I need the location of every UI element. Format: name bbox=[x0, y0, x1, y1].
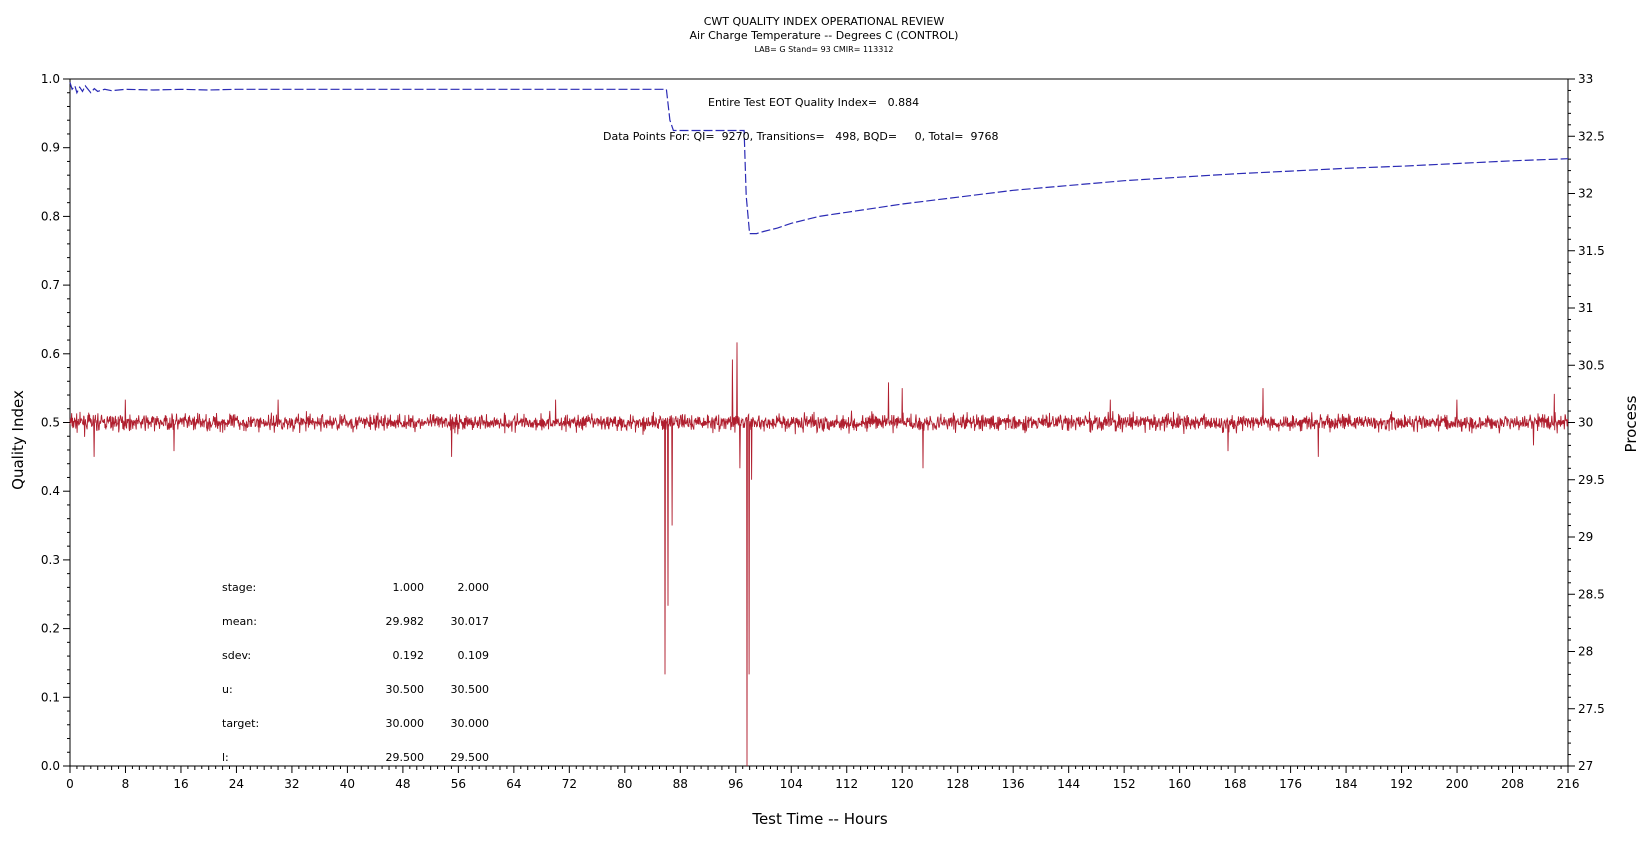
stats-cell: 30.000 bbox=[451, 717, 490, 730]
x-tick-label: 48 bbox=[395, 777, 410, 791]
x-tick-label: 152 bbox=[1113, 777, 1136, 791]
y-axis-label-right: Process bbox=[1622, 395, 1640, 452]
x-tick-label: 96 bbox=[728, 777, 743, 791]
x-tick-label: 16 bbox=[173, 777, 188, 791]
stats-row-label: stage: bbox=[222, 581, 256, 594]
x-tick-label: 168 bbox=[1224, 777, 1247, 791]
chart-titles: CWT QUALITY INDEX OPERATIONAL REVIEW Air… bbox=[690, 15, 959, 54]
y-left-tick-label: 0.8 bbox=[41, 209, 60, 223]
y-right-tick-label: 28.5 bbox=[1578, 587, 1605, 601]
stats-cell: 29.500 bbox=[386, 751, 425, 764]
y-right-tick-label: 31.5 bbox=[1578, 244, 1605, 258]
stats-row-label: l: bbox=[222, 751, 229, 764]
y-right-tick-label: 31 bbox=[1578, 301, 1593, 315]
stats-row-label: u: bbox=[222, 683, 233, 696]
y-right-tick-label: 32.5 bbox=[1578, 129, 1605, 143]
process-series-line bbox=[69, 342, 1569, 767]
x-tick-label: 72 bbox=[562, 777, 577, 791]
stats-cell: 29.982 bbox=[386, 615, 425, 628]
stats-cell: 2.000 bbox=[458, 581, 490, 594]
stats-row-label: mean: bbox=[222, 615, 257, 628]
stats-cell: 1.000 bbox=[393, 581, 425, 594]
y-right-tick-label: 32 bbox=[1578, 187, 1593, 201]
chart-title: CWT QUALITY INDEX OPERATIONAL REVIEW bbox=[704, 15, 945, 28]
y-right-tick-label: 27 bbox=[1578, 759, 1593, 773]
y-left-tick-label: 0.0 bbox=[41, 759, 60, 773]
x-tick-label: 184 bbox=[1335, 777, 1358, 791]
x-tick-label: 80 bbox=[617, 777, 632, 791]
y-left-tick-label: 0.9 bbox=[41, 141, 60, 155]
y-left-tick-label: 0.6 bbox=[41, 347, 60, 361]
y-left-tick-label: 0.5 bbox=[41, 416, 60, 430]
y-left-tick-label: 0.3 bbox=[41, 553, 60, 567]
annotations: Entire Test EOT Quality Index= 0.884 Dat… bbox=[603, 96, 998, 143]
x-tick-label: 176 bbox=[1279, 777, 1302, 791]
y-right-tick-label: 30.5 bbox=[1578, 358, 1605, 372]
chart-subtitle: Air Charge Temperature -- Degrees C (CON… bbox=[690, 29, 959, 42]
stats-cell: 0.192 bbox=[393, 649, 425, 662]
y-axis-label-left: Quality Index bbox=[9, 390, 27, 490]
stats-cell: 30.017 bbox=[451, 615, 490, 628]
stats-table: stage: 1.000 2.000 mean: 29.982 30.017 sdev: 0.… bbox=[222, 581, 489, 764]
stats-cell: 0.109 bbox=[458, 649, 490, 662]
series-layer bbox=[69, 82, 1569, 767]
y-right-tick-label: 28 bbox=[1578, 645, 1593, 659]
x-tick-label: 112 bbox=[835, 777, 858, 791]
x-axis-label: Test Time -- Hours bbox=[751, 810, 888, 828]
y-right-tick-label: 30 bbox=[1578, 416, 1593, 430]
y-right-tick-label: 29.5 bbox=[1578, 473, 1605, 487]
x-tick-label: 136 bbox=[1002, 777, 1025, 791]
x-tick-label: 32 bbox=[284, 777, 299, 791]
chart-subtitle-2: LAB= G Stand= 93 CMIR= 113312 bbox=[754, 45, 893, 54]
y-right-tick-label: 29 bbox=[1578, 530, 1593, 544]
axes-layer: 0 8 16 24 32 40 48 56 64 72 80 88 96 104 112 120 128 136 1… bbox=[41, 72, 1605, 791]
x-tick-label: 88 bbox=[673, 777, 688, 791]
quality-index-series-line bbox=[69, 82, 1569, 235]
data-points-annotation: Data Points For: QI= 9270, Transitions= … bbox=[603, 130, 998, 143]
x-tick-label: 24 bbox=[229, 777, 244, 791]
x-tick-label: 120 bbox=[891, 777, 914, 791]
y-right-tick-label: 33 bbox=[1578, 72, 1593, 86]
x-tick-label: 160 bbox=[1168, 777, 1191, 791]
stats-cell: 30.000 bbox=[386, 717, 425, 730]
y-left-tick-label: 0.1 bbox=[41, 690, 60, 704]
x-tick-label: 208 bbox=[1501, 777, 1524, 791]
stats-row-label: target: bbox=[222, 717, 259, 730]
x-tick-label: 0 bbox=[66, 777, 74, 791]
eot-quality-index-annotation: Entire Test EOT Quality Index= 0.884 bbox=[708, 96, 919, 109]
x-tick-label: 64 bbox=[506, 777, 521, 791]
y-left-tick-label: 1.0 bbox=[41, 72, 60, 86]
x-tick-label: 200 bbox=[1446, 777, 1469, 791]
x-tick-label: 8 bbox=[122, 777, 130, 791]
y-left-tick-label: 0.4 bbox=[41, 484, 60, 498]
x-tick-label: 192 bbox=[1390, 777, 1413, 791]
stats-cell: 29.500 bbox=[451, 751, 490, 764]
x-tick-label: 56 bbox=[451, 777, 466, 791]
stats-cell: 30.500 bbox=[451, 683, 490, 696]
stats-row-label: sdev: bbox=[222, 649, 251, 662]
y-left-tick-label: 0.7 bbox=[41, 278, 60, 292]
x-tick-label: 216 bbox=[1557, 777, 1580, 791]
x-tick-label: 144 bbox=[1057, 777, 1080, 791]
x-tick-label: 104 bbox=[780, 777, 803, 791]
stats-cell: 30.500 bbox=[386, 683, 425, 696]
x-tick-label: 128 bbox=[946, 777, 969, 791]
x-tick-label: 40 bbox=[340, 777, 355, 791]
y-left-tick-label: 0.2 bbox=[41, 622, 60, 636]
y-right-tick-label: 27.5 bbox=[1578, 702, 1605, 716]
